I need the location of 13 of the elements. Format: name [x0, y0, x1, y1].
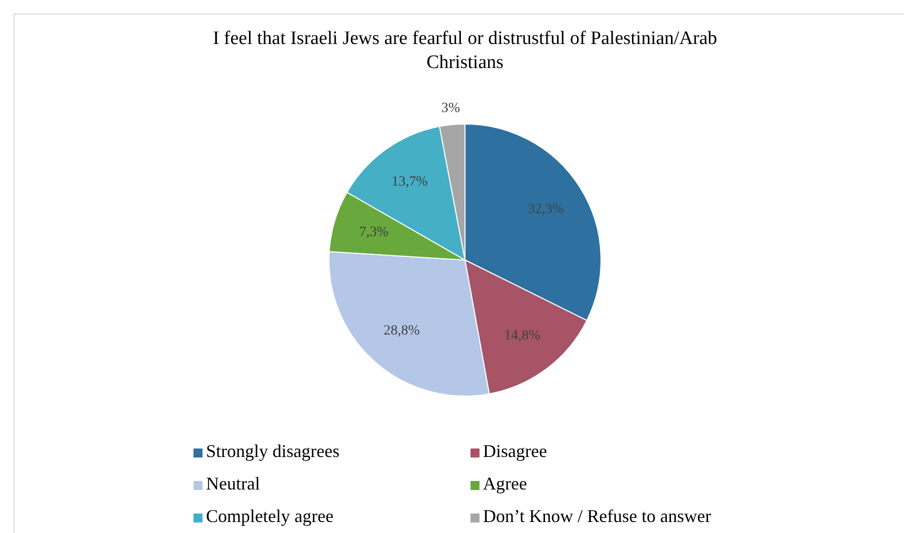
legend-label: Strongly disagrees — [206, 441, 340, 462]
data-label: 32,3% — [528, 202, 564, 218]
data-label: 7,3% — [359, 224, 389, 240]
legend-label: Disagree — [483, 441, 547, 462]
legend-label: Completely agree — [206, 506, 334, 526]
legend-label: Don’t Know / Refuse to answer — [483, 506, 712, 526]
legend-label: Neutral — [206, 474, 260, 494]
data-label: 3% — [441, 100, 460, 116]
data-label: 13,7% — [392, 174, 428, 190]
data-label: 14,8% — [504, 328, 541, 344]
chart-title: I feel that Israeli Jews are fearful or distrustful of Palestinian/Arab Christians — [212, 28, 718, 73]
legend-label: Agree — [483, 474, 527, 494]
data-label: 28,8% — [384, 323, 420, 338]
